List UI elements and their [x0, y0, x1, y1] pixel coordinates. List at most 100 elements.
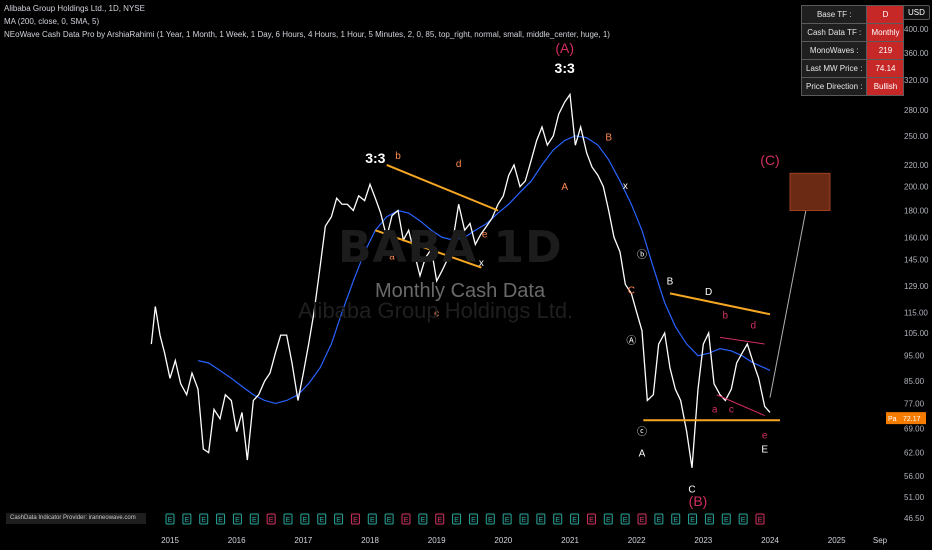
wave-label: A	[639, 448, 646, 459]
event-marker-label: E	[589, 517, 594, 524]
y-tick-label: 46.50	[904, 514, 925, 523]
wave-label: 3:3	[365, 150, 385, 166]
x-axis: 2015 2016 2017 2018 2019 2020 2021 2022 2023 2024…	[161, 536, 888, 545]
y-tick-label: 320.00	[904, 76, 929, 85]
event-marker-label: E	[758, 517, 763, 524]
event-marker	[688, 513, 698, 525]
wave-label: A	[561, 182, 568, 193]
y-tick-label: 400.00	[904, 25, 929, 34]
channel-upper-line	[386, 163, 499, 212]
y-tick-label: 180.00	[904, 206, 929, 215]
event-marker	[553, 513, 563, 525]
wave-label: e	[762, 430, 768, 441]
info-table: Base TF :D Cash Data TF : Monthly MonoWav…	[801, 5, 905, 96]
x-tick-label: 2015	[161, 536, 179, 545]
info-row: Last MW Price :74.14	[802, 60, 904, 77]
y-tick-label: 145.00	[904, 256, 929, 265]
wave-label: c	[434, 308, 439, 319]
wave-label: a	[389, 252, 395, 263]
x-tick-label: 2016	[228, 536, 246, 545]
y-tick-label: 280.00	[904, 106, 929, 115]
event-marker-label: E	[370, 517, 375, 524]
last-price-tag-left: Pa	[888, 416, 897, 423]
event-marker-label: E	[286, 517, 291, 524]
x-tick-label: 2018	[361, 536, 379, 545]
event-marker-label: E	[454, 517, 459, 524]
ma-indicator-label[interactable]: MA (200, close, 0, SMA, 5)	[4, 17, 100, 26]
event-marker	[468, 513, 478, 525]
event-marker	[519, 513, 529, 525]
watermark-symbol: BABA 1D	[338, 222, 563, 273]
currency-button[interactable]: USD	[903, 5, 930, 20]
wave-label: (C)	[760, 152, 779, 168]
x-tick-label: 2025	[828, 536, 846, 545]
event-marker	[317, 513, 327, 525]
x-tick-label: 2019	[428, 536, 446, 545]
event-marker-label: E	[673, 517, 678, 524]
wave-label: (B)	[689, 493, 708, 509]
event-marker	[165, 513, 175, 525]
event-marker-label: E	[488, 517, 493, 524]
y-tick-label: 69.00	[904, 424, 925, 433]
watermark-company: Alibaba Group Holdings Ltd.	[298, 298, 574, 323]
y-tick-label: 160.00	[904, 233, 929, 242]
y-tick-label: 51.00	[904, 493, 925, 502]
info-label: Last MW Price :	[802, 60, 867, 77]
x-tick-label: 2023	[694, 536, 712, 545]
event-marker	[266, 513, 276, 525]
neowave-indicator-label[interactable]: NEoWave Cash Data Pro by ArshiaRahimi (1…	[4, 30, 610, 39]
event-marker	[216, 513, 226, 525]
channel-lower-line	[375, 229, 482, 269]
wave-label: d	[751, 321, 757, 332]
event-marker-label: E	[471, 517, 476, 524]
event-marker	[452, 513, 462, 525]
wave-label: D	[705, 287, 712, 298]
event-marker-label: E	[201, 517, 206, 524]
info-row: Base TF :D	[802, 6, 904, 23]
x-tick-label: 2021	[561, 536, 579, 545]
event-marker-label: E	[185, 517, 190, 524]
event-marker	[502, 513, 512, 525]
event-marker-label: E	[235, 517, 240, 524]
event-marker-label: E	[657, 517, 662, 524]
event-marker	[283, 513, 293, 525]
y-tick-label: 129.00	[904, 282, 929, 291]
event-marker	[586, 513, 596, 525]
event-marker	[199, 513, 209, 525]
event-marker-label: E	[690, 517, 695, 524]
watermark-subtitle: Monthly Cash Data	[375, 280, 546, 302]
event-marker	[704, 513, 714, 525]
y-tick-label: 85.00	[904, 377, 925, 386]
event-marker	[637, 513, 647, 525]
event-marker-label: E	[353, 517, 358, 524]
info-row: MonoWaves :219	[802, 42, 904, 59]
event-marker	[334, 513, 344, 525]
x-tick-label: Sep	[873, 536, 888, 545]
event-marker-label: E	[421, 517, 426, 524]
inner-lower-line	[716, 394, 765, 416]
info-value: Monthly	[867, 24, 904, 41]
x-tick-label: 2022	[628, 536, 646, 545]
event-marker-label: E	[437, 517, 442, 524]
price-line	[150, 92, 771, 468]
provider-label: CashData Indicator Provider: iranneowave…	[6, 513, 146, 524]
wave-label: ⓑ	[637, 249, 647, 261]
y-tick-label: 95.00	[904, 352, 925, 361]
event-marker	[367, 513, 377, 525]
event-marker-label: E	[623, 517, 628, 524]
event-marker-label: E	[168, 517, 173, 524]
wave-label: 3:3	[555, 60, 575, 76]
wave-label: x	[623, 181, 628, 192]
info-row: Price Direction : Bullish	[802, 78, 904, 95]
ma-line	[197, 135, 771, 405]
wave-label: (A)	[555, 40, 574, 56]
event-marker	[654, 513, 664, 525]
event-marker-label: E	[606, 517, 611, 524]
y-tick-label: 115.00	[904, 308, 928, 317]
wave-label: b	[723, 310, 729, 321]
wave-label: x	[479, 258, 484, 269]
chart-title[interactable]: Alibaba Group Holdings Ltd., 1D, NYSE	[4, 4, 145, 13]
event-marker-label: E	[252, 517, 257, 524]
